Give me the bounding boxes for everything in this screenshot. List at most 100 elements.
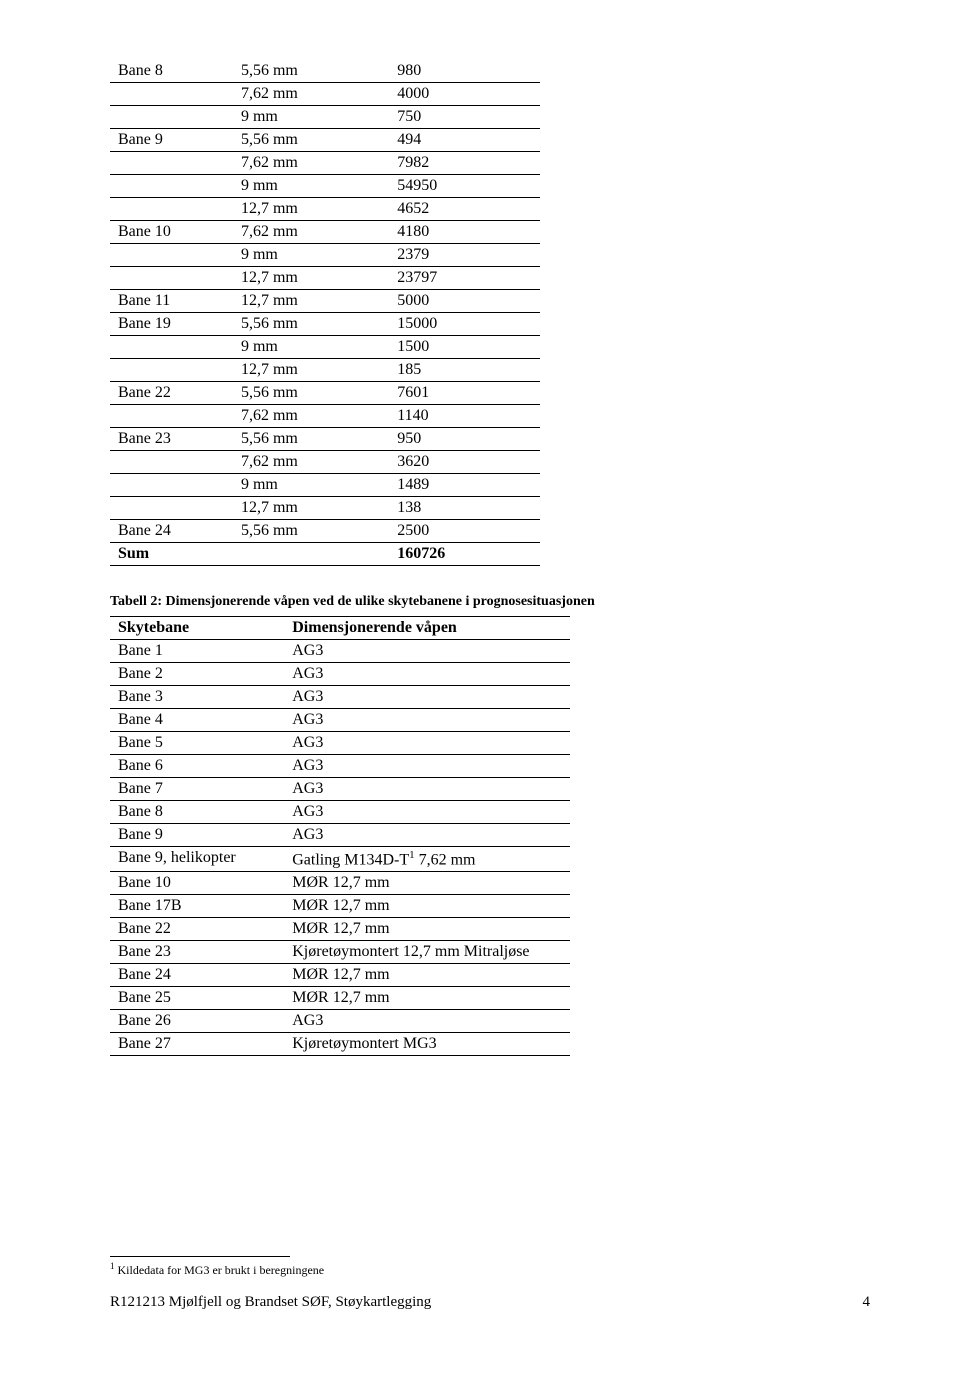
table-1: Bane 85,56 mm9807,62 mm40009 mm750Bane 9… (110, 60, 540, 566)
table-cell: Gatling M134D-T1 7,62 mm (284, 847, 570, 872)
table-row: Bane 23Kjøretøymontert 12,7 mm Mitraljøs… (110, 941, 570, 964)
table-row: Bane 1AG3 (110, 640, 570, 663)
table-row: Bane 107,62 mm4180 (110, 221, 540, 244)
table-cell: 5,56 mm (233, 382, 389, 405)
table-cell: Bane 5 (110, 732, 284, 755)
table-cell: 9 mm (233, 336, 389, 359)
table-row: Bane 8AG3 (110, 801, 570, 824)
table-row: Bane 22MØR 12,7 mm (110, 918, 570, 941)
table-cell: 5,56 mm (233, 60, 389, 83)
table-cell: 54950 (389, 175, 540, 198)
table-cell: AG3 (284, 732, 570, 755)
table-cell: 2379 (389, 244, 540, 267)
table-row: Bane 245,56 mm2500 (110, 520, 540, 543)
table-cell: MØR 12,7 mm (284, 872, 570, 895)
table-cell: Bane 6 (110, 755, 284, 778)
table-cell: Bane 19 (110, 313, 233, 336)
table-row: Bane 9AG3 (110, 824, 570, 847)
table-cell: Bane 24 (110, 964, 284, 987)
table-cell: Bane 9, helikopter (110, 847, 284, 872)
table-cell: AG3 (284, 709, 570, 732)
table-cell: 12,7 mm (233, 267, 389, 290)
footnote-text: Kildedata for MG3 er brukt i beregningen… (115, 1263, 325, 1277)
table-cell: 138 (389, 497, 540, 520)
table-cell: Bane 27 (110, 1033, 284, 1056)
table-cell: AG3 (284, 778, 570, 801)
table-cell: 980 (389, 60, 540, 83)
table-cell: 2500 (389, 520, 540, 543)
table-cell: 1500 (389, 336, 540, 359)
table-cell: 9 mm (233, 106, 389, 129)
table-cell (110, 152, 233, 175)
table-row: Bane 25MØR 12,7 mm (110, 987, 570, 1010)
table-2: SkytebaneDimensjonerende våpenBane 1AG3B… (110, 616, 570, 1056)
table-row: Bane 2AG3 (110, 663, 570, 686)
table-cell (110, 497, 233, 520)
table-cell (110, 474, 233, 497)
table-cell: MØR 12,7 mm (284, 964, 570, 987)
table-cell: 5,56 mm (233, 520, 389, 543)
table-cell (110, 106, 233, 129)
table-row: 9 mm54950 (110, 175, 540, 198)
table-cell: MØR 12,7 mm (284, 918, 570, 941)
footer-left: R121213 Mjølfjell og Brandset SØF, Støyk… (110, 1294, 431, 1311)
table-row: 9 mm750 (110, 106, 540, 129)
table-cell: Bane 22 (110, 918, 284, 941)
table-cell: Bane 9 (110, 824, 284, 847)
table-cell: 9 mm (233, 175, 389, 198)
table-cell: 12,7 mm (233, 497, 389, 520)
table-cell (110, 175, 233, 198)
table-cell (110, 451, 233, 474)
table-cell: 4652 (389, 198, 540, 221)
table-cell: Kjøretøymontert MG3 (284, 1033, 570, 1056)
table-cell: 5000 (389, 290, 540, 313)
table-cell: 12,7 mm (233, 198, 389, 221)
table-cell: Bane 22 (110, 382, 233, 405)
table-2-caption: Tabell 2: Dimensjonerende våpen ved de u… (110, 594, 870, 610)
table-cell: AG3 (284, 663, 570, 686)
table-cell: 4000 (389, 83, 540, 106)
footnote: 1 Kildedata for MG3 er brukt i beregning… (110, 1261, 870, 1278)
table-cell: MØR 12,7 mm (284, 895, 570, 918)
table-cell (110, 359, 233, 382)
table-cell: Bane 9 (110, 129, 233, 152)
table-row: Bane 27Kjøretøymontert MG3 (110, 1033, 570, 1056)
table-header-cell: Skytebane (110, 617, 284, 640)
table-cell: 160726 (389, 543, 540, 566)
table-row: 7,62 mm1140 (110, 405, 540, 428)
page-footer: R121213 Mjølfjell og Brandset SØF, Støyk… (110, 1294, 870, 1311)
table-row: Bane 225,56 mm7601 (110, 382, 540, 405)
table-cell: 4180 (389, 221, 540, 244)
table-row: 12,7 mm23797 (110, 267, 540, 290)
table-cell: 7982 (389, 152, 540, 175)
table-cell: 23797 (389, 267, 540, 290)
table-cell: Sum (110, 543, 233, 566)
table-cell: AG3 (284, 755, 570, 778)
table-cell: Bane 4 (110, 709, 284, 732)
table-cell: 185 (389, 359, 540, 382)
table-cell (110, 267, 233, 290)
table-cell: AG3 (284, 686, 570, 709)
table-row: Bane 1112,7 mm5000 (110, 290, 540, 313)
table-row: 12,7 mm4652 (110, 198, 540, 221)
table-row: Bane 7AG3 (110, 778, 570, 801)
table-cell: Kjøretøymontert 12,7 mm Mitraljøse (284, 941, 570, 964)
table-cell: Bane 10 (110, 221, 233, 244)
table-cell: 12,7 mm (233, 290, 389, 313)
table-row: Bane 9, helikopterGatling M134D-T1 7,62 … (110, 847, 570, 872)
table-row: Bane 6AG3 (110, 755, 570, 778)
table-cell: Bane 25 (110, 987, 284, 1010)
footnote-rule (110, 1256, 290, 1257)
table-cell: AG3 (284, 824, 570, 847)
table-row: Bane 195,56 mm15000 (110, 313, 540, 336)
table-row: Bane 4AG3 (110, 709, 570, 732)
table-cell: 9 mm (233, 474, 389, 497)
table-row: 7,62 mm7982 (110, 152, 540, 175)
table-cell (110, 198, 233, 221)
table-row: 9 mm1489 (110, 474, 540, 497)
table-row: Bane 235,56 mm950 (110, 428, 540, 451)
table-cell: Bane 17B (110, 895, 284, 918)
table-cell: Bane 23 (110, 428, 233, 451)
table-cell: Bane 1 (110, 640, 284, 663)
table-cell: 950 (389, 428, 540, 451)
